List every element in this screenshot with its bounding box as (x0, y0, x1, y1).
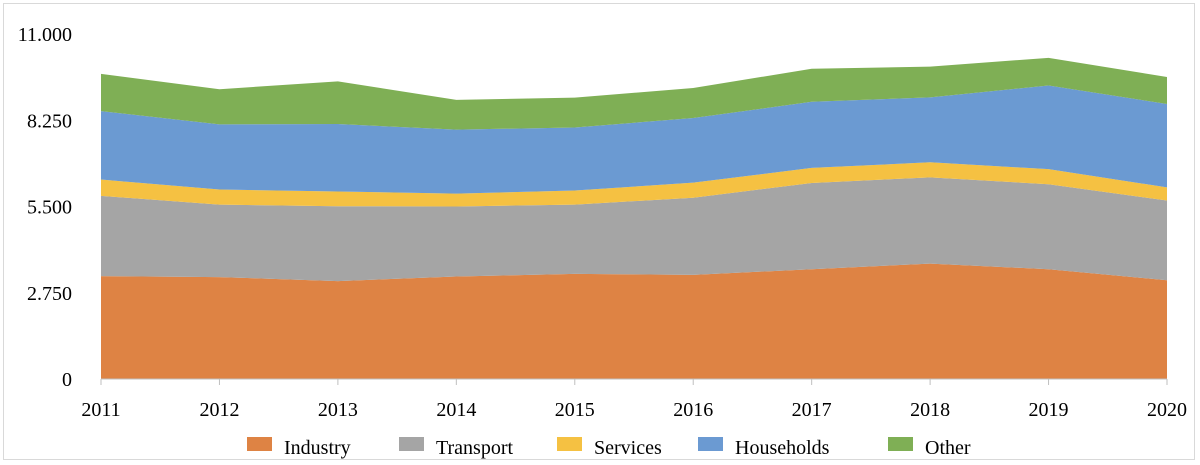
x-tick-label: 2012 (199, 399, 239, 421)
legend-item-other: Other (888, 437, 971, 459)
area-series-transport (101, 177, 1167, 282)
area-series-services (101, 162, 1167, 207)
x-axis-ticks: 2011 2012 2013 2014 2015 2016 2017 2018 2019 2020 (81, 399, 1187, 421)
area-series-industry (101, 263, 1167, 379)
x-tick-label: 2020 (1147, 399, 1187, 421)
legend-swatch (698, 437, 723, 451)
y-tick-label: 8.250 (27, 110, 72, 132)
x-tick-label: 2019 (1029, 399, 1069, 421)
legend-label: Transport (436, 437, 513, 459)
legend-swatch (557, 437, 582, 451)
legend-label: Other (925, 437, 971, 459)
x-tick-label: 2015 (555, 399, 595, 421)
x-tick-label: 2018 (910, 399, 950, 421)
legend-swatch (399, 437, 424, 451)
legend-swatch (247, 437, 272, 451)
legend-swatch (888, 437, 913, 451)
area-series-other (101, 57, 1167, 130)
area-series-households (101, 85, 1167, 194)
legend-item-services: Services (557, 437, 662, 459)
legend: Industry Transport Services Households Other (247, 437, 971, 459)
x-tick-label: 2013 (318, 399, 358, 421)
x-tick-label: 2011 (81, 399, 120, 421)
legend-item-households: Households (698, 437, 830, 459)
legend-label: Services (594, 437, 662, 459)
legend-label: Industry (284, 437, 351, 459)
y-tick-label: 11.000 (18, 24, 72, 46)
chart-frame: 0 2.750 5.500 8.250 11.000 2011 2012 2013 2014 2… (3, 3, 1195, 460)
y-tick-label: 0 (62, 369, 72, 391)
x-tick-label: 2014 (436, 399, 476, 421)
y-axis-ticks: 0 2.750 5.500 8.250 11.000 (18, 24, 72, 391)
x-tick-label: 2017 (792, 399, 832, 421)
legend-item-industry: Industry (247, 437, 351, 459)
legend-label: Households (735, 437, 830, 459)
areas-layer (101, 57, 1167, 379)
y-tick-label: 5.500 (27, 197, 72, 219)
x-tick-label: 2016 (673, 399, 713, 421)
legend-item-transport: Transport (399, 437, 513, 459)
y-tick-label: 2.750 (27, 283, 72, 305)
axes-layer (100, 378, 1168, 385)
